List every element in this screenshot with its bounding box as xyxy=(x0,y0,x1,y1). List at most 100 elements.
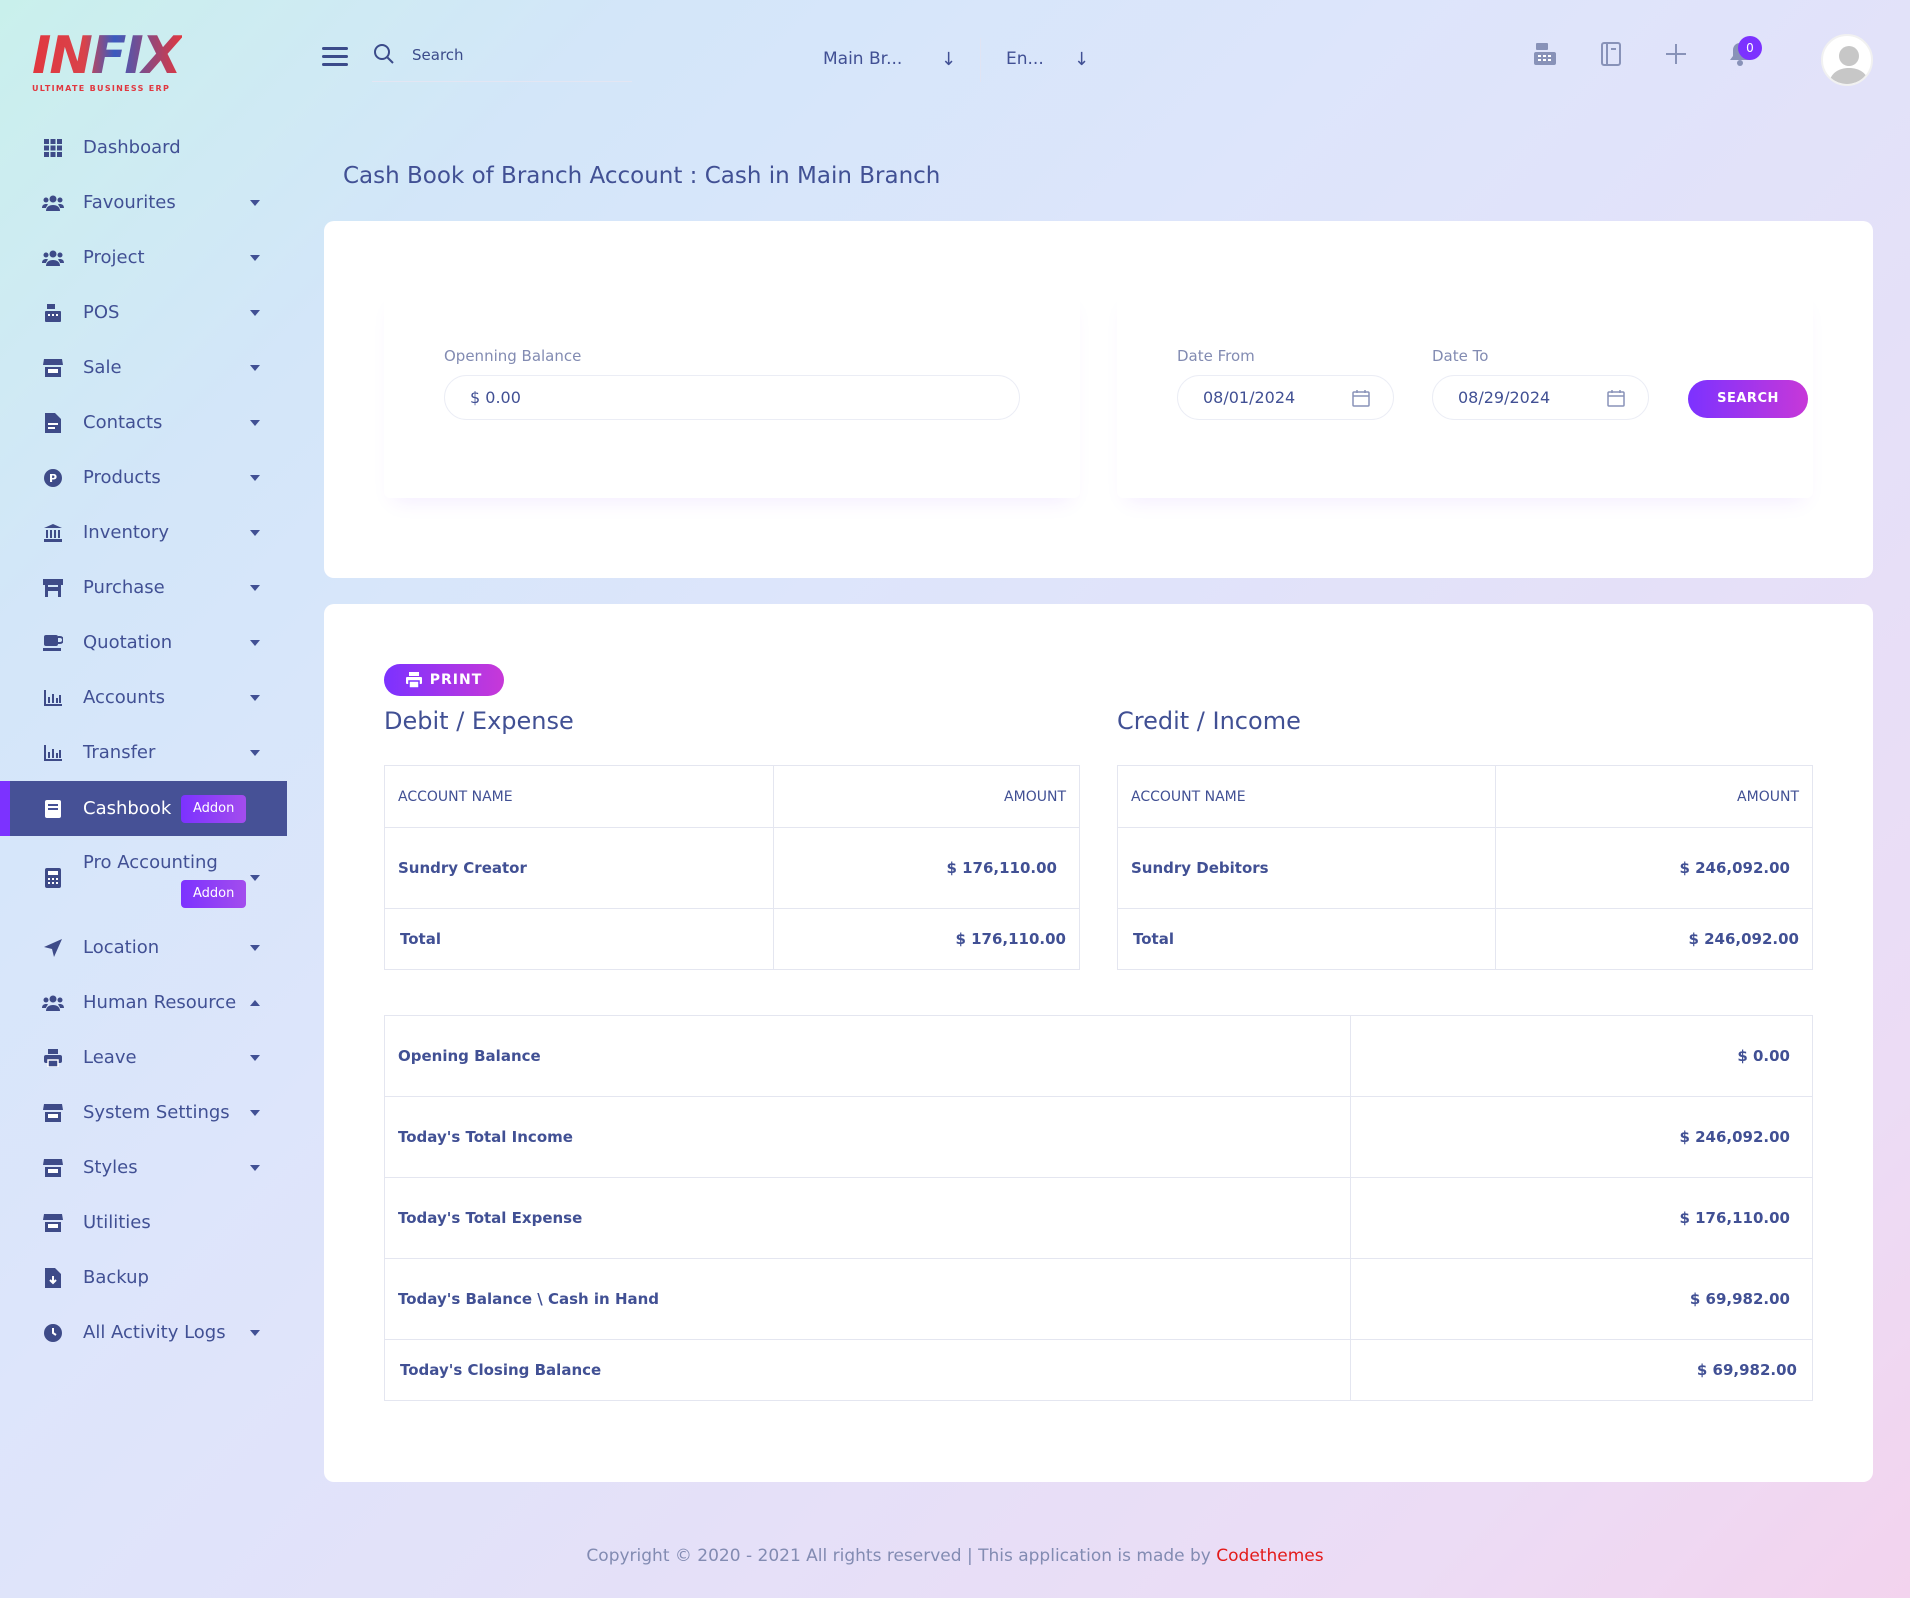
date-from-label: Date From xyxy=(1177,347,1255,365)
svg-text:P: P xyxy=(49,472,57,485)
hamburger-menu-icon[interactable] xyxy=(322,44,348,66)
arrow-down-icon: ↓ xyxy=(1074,48,1090,70)
date-to-value: 08/29/2024 xyxy=(1458,388,1551,407)
summary-value: $ 69,982.00 xyxy=(1350,1339,1813,1401)
sidebar-item-all-activity-logs[interactable]: All Activity Logs xyxy=(0,1305,287,1360)
sidebar-item-products[interactable]: P Products xyxy=(0,450,287,505)
footer-brand-link[interactable]: Codethemes xyxy=(1216,1546,1324,1566)
column-header: AMOUNT xyxy=(773,765,1080,828)
sidebar-item-dashboard[interactable]: Dashboard xyxy=(0,120,287,175)
caret-down-icon xyxy=(250,309,260,316)
sidebar-item-quotation[interactable]: Quotation xyxy=(0,615,287,670)
sidebar-item-label: Inventory xyxy=(83,522,169,543)
total-amount: $ 246,092.00 xyxy=(1495,908,1813,970)
cash-register-icon[interactable] xyxy=(1529,38,1561,70)
users-icon xyxy=(42,192,64,214)
bank-icon xyxy=(42,522,64,544)
sidebar-item-label: Project xyxy=(83,247,145,268)
date-to-field[interactable]: 08/29/2024 xyxy=(1432,375,1649,420)
sidebar-item-system-settings[interactable]: System Settings xyxy=(0,1085,287,1140)
caret-down-icon xyxy=(250,199,260,206)
calendar-icon[interactable] xyxy=(1351,388,1371,408)
sidebar-item-accounts[interactable]: Accounts xyxy=(0,670,287,725)
file-icon xyxy=(42,412,64,434)
caret-up-icon xyxy=(250,999,260,1006)
opening-balance-value: $ 0.00 xyxy=(470,388,521,407)
summary-label: Today's Total Income xyxy=(384,1096,1351,1178)
sidebar-item-label: Quotation xyxy=(83,632,173,653)
sidebar-item-favourites[interactable]: Favourites xyxy=(0,175,287,230)
credit-title: Credit / Income xyxy=(1117,707,1301,735)
sidebar-item-cashbook[interactable]: Cashbook Addon xyxy=(0,781,287,836)
sidebar-item-sale[interactable]: Sale xyxy=(0,340,287,395)
sidebar-item-pro-accounting[interactable]: Pro Accounting Addon xyxy=(0,838,287,918)
print-button[interactable]: PRINT xyxy=(384,664,504,696)
sidebar-item-label: System Settings xyxy=(83,1102,230,1123)
table-header-row: ACCOUNT NAME AMOUNT xyxy=(384,765,1080,828)
sidebar-item-label: Accounts xyxy=(83,687,166,708)
arrow-down-icon: ↓ xyxy=(941,48,957,70)
sidebar-item-backup[interactable]: Backup xyxy=(0,1250,287,1305)
logo-tagline: ULTIMATE BUSINESS ERP xyxy=(32,84,171,93)
language-select[interactable]: En... ↓ xyxy=(1006,44,1116,74)
search-input[interactable] xyxy=(412,44,622,66)
sidebar-item-inventory[interactable]: Inventory xyxy=(0,505,287,560)
summary-row: Today's Closing Balance $ 69,982.00 xyxy=(384,1339,1813,1401)
page-title: Cash Book of Branch Account : Cash in Ma… xyxy=(343,163,941,189)
notebook-icon[interactable] xyxy=(1595,38,1627,70)
debit-title: Debit / Expense xyxy=(384,707,574,735)
sidebar-item-utilities[interactable]: Utilities xyxy=(0,1195,287,1250)
sidebar-item-pos[interactable]: POS xyxy=(0,285,287,340)
sidebar-item-project[interactable]: Project xyxy=(0,230,287,285)
sidebar-item-styles[interactable]: Styles xyxy=(0,1140,287,1195)
brand-logo[interactable]: INFIX ULTIMATE BUSINESS ERP xyxy=(32,30,182,93)
debit-table: ACCOUNT NAME AMOUNT Sundry Creator $ 176… xyxy=(384,765,1080,970)
footer-text: Copyright © 2020 - 2021 All rights reser… xyxy=(586,1546,1217,1566)
sidebar-item-label: Location xyxy=(83,937,160,958)
plus-icon[interactable] xyxy=(1660,38,1692,70)
sidebar-item-purchase[interactable]: Purchase xyxy=(0,560,287,615)
sidebar-item-leave[interactable]: Leave xyxy=(0,1030,287,1085)
summary-row: Today's Balance \ Cash in Hand $ 69,982.… xyxy=(384,1258,1813,1340)
total-row: Total $ 246,092.00 xyxy=(1117,908,1813,970)
sidebar-item-label: Pro Accounting xyxy=(83,852,218,873)
sidebar-item-transfer[interactable]: Transfer xyxy=(0,725,287,780)
summary-row: Today's Total Expense $ 176,110.00 xyxy=(384,1177,1813,1259)
summary-label: Opening Balance xyxy=(384,1015,1351,1097)
avatar[interactable] xyxy=(1821,34,1873,86)
summary-value: $ 0.00 xyxy=(1350,1015,1813,1097)
caret-down-icon xyxy=(250,1109,260,1116)
sidebar-item-label: Cashbook xyxy=(83,798,172,819)
total-row: Total $ 176,110.00 xyxy=(384,908,1080,970)
summary-label: Today's Balance \ Cash in Hand xyxy=(384,1258,1351,1340)
sidebar-item-contacts[interactable]: Contacts xyxy=(0,395,287,450)
opening-balance-field[interactable]: $ 0.00 xyxy=(444,375,1020,420)
caret-down-icon xyxy=(250,639,260,646)
calculator-icon xyxy=(42,867,64,889)
search-button[interactable]: SEARCH xyxy=(1688,380,1808,418)
branch-select-value: Main Br... xyxy=(823,49,903,69)
caret-down-icon xyxy=(250,1329,260,1336)
store-icon xyxy=(42,1157,64,1179)
date-to-label: Date To xyxy=(1432,347,1489,365)
branch-select[interactable]: Main Br... ↓ xyxy=(823,44,993,74)
sidebar-item-location[interactable]: Location xyxy=(0,920,287,975)
caret-down-icon xyxy=(250,584,260,591)
sidebar-item-label: Backup xyxy=(83,1267,149,1288)
account-name: Sundry Debitors xyxy=(1117,827,1496,909)
sidebar-item-human-resource[interactable]: Human Resource xyxy=(0,975,287,1030)
table-row: Sundry Debitors $ 246,092.00 xyxy=(1117,827,1813,909)
chart-icon xyxy=(42,742,64,764)
search-icon[interactable] xyxy=(372,42,396,66)
summary-label: Today's Total Expense xyxy=(384,1177,1351,1259)
column-header: ACCOUNT NAME xyxy=(384,765,774,828)
sidebar-item-label: All Activity Logs xyxy=(83,1322,226,1343)
calendar-icon[interactable] xyxy=(1606,388,1626,408)
users-icon xyxy=(42,247,64,269)
sidebar-item-label: Products xyxy=(83,467,161,488)
shop-icon xyxy=(42,577,64,599)
date-from-field[interactable]: 08/01/2024 xyxy=(1177,375,1394,420)
summary-label: Today's Closing Balance xyxy=(384,1339,1351,1401)
total-amount: $ 176,110.00 xyxy=(773,908,1080,970)
sidebar-item-label: Purchase xyxy=(83,577,165,598)
